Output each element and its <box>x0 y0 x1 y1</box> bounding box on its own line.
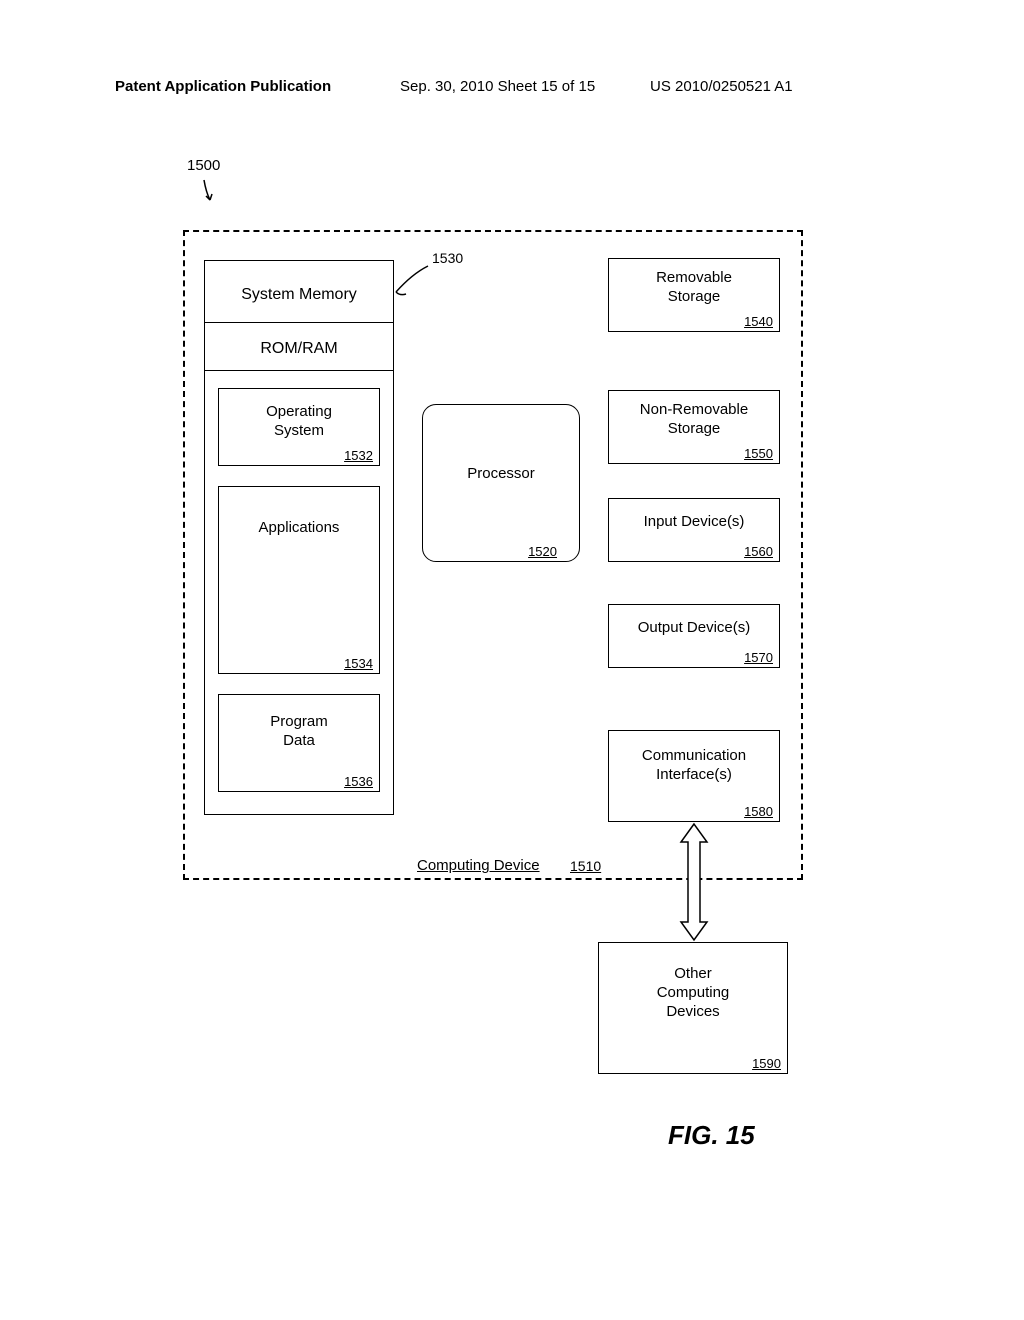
computing-device-num: 1510 <box>570 858 601 874</box>
input-devices-box: Input Device(s) 1560 <box>608 498 780 562</box>
comm-num: 1580 <box>744 804 773 819</box>
rem-num: 1540 <box>744 314 773 329</box>
processor-num: 1520 <box>528 544 557 559</box>
comm-label: Communication Interface(s) <box>609 731 779 785</box>
os-label: Operating System <box>219 389 379 441</box>
nonremovable-storage-box: Non-Removable Storage 1550 <box>608 390 780 464</box>
output-devices-box: Output Device(s) 1570 <box>608 604 780 668</box>
header-docnum: US 2010/0250521 A1 <box>650 78 793 95</box>
bidirectional-arrow-icon <box>673 822 715 942</box>
os-num: 1532 <box>344 448 373 463</box>
other-computing-devices-box: Other Computing Devices 1590 <box>598 942 788 1074</box>
input-num: 1560 <box>744 544 773 559</box>
input-label: Input Device(s) <box>609 499 779 532</box>
pdata-num: 1536 <box>344 774 373 789</box>
program-data-box: Program Data 1536 <box>218 694 380 792</box>
applications-box: Applications 1534 <box>218 486 380 674</box>
header-pub: Patent Application Publication <box>115 78 331 95</box>
output-label: Output Device(s) <box>609 605 779 638</box>
processor-box: Processor 1520 <box>422 404 580 562</box>
system-memory-title: System Memory <box>204 286 394 304</box>
nrem-label: Non-Removable Storage <box>609 391 779 439</box>
other-num: 1590 <box>752 1056 781 1071</box>
operating-system-box: Operating System 1532 <box>218 388 380 466</box>
sysmem-divider-1 <box>204 322 394 323</box>
nrem-num: 1550 <box>744 446 773 461</box>
computing-device-label: Computing Device <box>417 857 540 874</box>
apps-num: 1534 <box>344 656 373 671</box>
ref-1500-arrow-icon <box>200 178 216 206</box>
sysmem-divider-2 <box>204 370 394 371</box>
rom-ram-label: ROM/RAM <box>204 340 394 358</box>
pdata-label: Program Data <box>219 695 379 751</box>
header-date: Sep. 30, 2010 Sheet 15 of 15 <box>400 78 595 95</box>
patent-figure-page: Patent Application Publication Sep. 30, … <box>0 0 1024 1320</box>
communication-interfaces-box: Communication Interface(s) 1580 <box>608 730 780 822</box>
other-label: Other Computing Devices <box>599 943 787 1021</box>
output-num: 1570 <box>744 650 773 665</box>
apps-label: Applications <box>219 487 379 538</box>
processor-label: Processor <box>423 405 579 484</box>
ref-1500-label: 1500 <box>187 157 220 174</box>
ref-1530-leader-icon <box>394 264 434 304</box>
ref-1530-label: 1530 <box>432 250 463 266</box>
figure-label: FIG. 15 <box>668 1120 755 1151</box>
rem-label: Removable Storage <box>609 259 779 307</box>
removable-storage-box: Removable Storage 1540 <box>608 258 780 332</box>
